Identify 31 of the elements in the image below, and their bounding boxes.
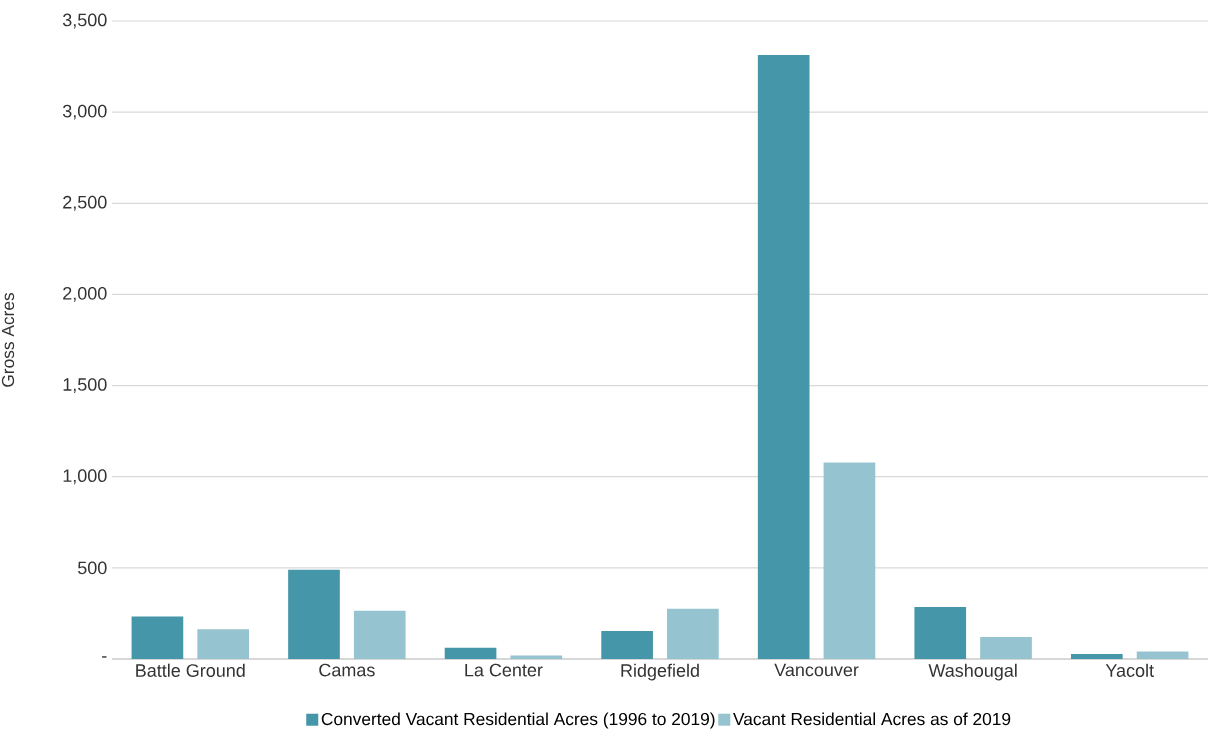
bar <box>667 608 719 659</box>
legend-label: Converted Vacant Residential Acres (1996 to 2019) <box>321 712 715 729</box>
y-tick-label: 3,500 <box>62 13 107 29</box>
bar <box>288 569 340 659</box>
bar <box>353 610 406 659</box>
bar <box>444 647 497 659</box>
x-tick-label: Vancouver <box>774 663 859 677</box>
bar <box>757 55 810 659</box>
bar <box>1070 653 1123 659</box>
bar <box>131 616 184 659</box>
x-tick-label: La Center <box>465 663 543 677</box>
y-tick-label: 500 <box>77 561 107 575</box>
y-tick-label: 2,000 <box>63 286 107 302</box>
y-tick-label: - <box>102 656 107 658</box>
y-tick-label: 2,500 <box>63 195 107 211</box>
y-tick-label: 3,000 <box>62 104 107 120</box>
y-tick-label: 1,000 <box>63 469 107 485</box>
x-tick-label: Battle Ground <box>136 663 245 677</box>
x-tick-label: Washougal <box>928 663 1017 681</box>
bar <box>197 629 250 659</box>
bar <box>601 631 653 659</box>
bar <box>823 462 876 659</box>
x-tick-label: Camas <box>319 663 375 677</box>
legend-label: Vacant Residential Acres as of 2019 <box>733 712 1011 726</box>
x-tick-label: Ridgefield <box>621 663 699 681</box>
bar <box>980 637 1032 659</box>
y-tick-label: 1,500 <box>63 378 107 393</box>
y-axis-title: Gross Acres <box>1 292 15 387</box>
bar <box>1136 651 1189 659</box>
x-tick-label: Yacolt <box>1105 663 1154 677</box>
bar <box>914 607 967 659</box>
